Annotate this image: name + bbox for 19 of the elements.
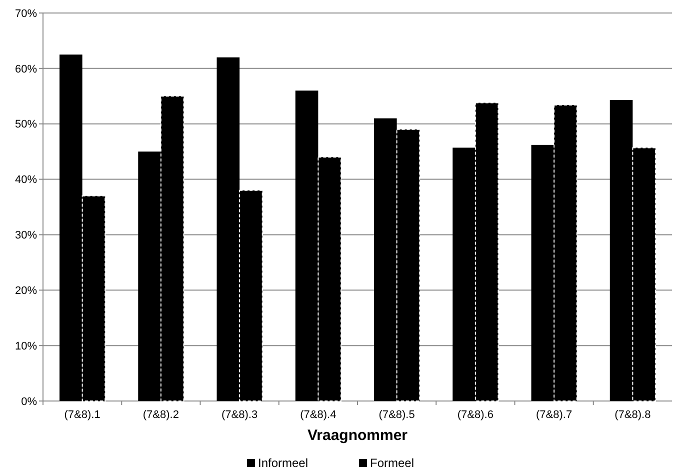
- y-tick-label: 0%: [21, 396, 38, 408]
- legend-label: Informeel: [258, 456, 308, 470]
- x-tick-label: (7&8).4: [300, 409, 336, 421]
- x-tick-label: (7&8).3: [222, 409, 258, 421]
- y-tick-label: 20%: [14, 284, 38, 297]
- x-tick-label: (7&8).1: [64, 409, 100, 421]
- x-tick-label: (7&8).7: [536, 409, 572, 421]
- x-tick-label: (7&8).2: [142, 409, 179, 421]
- y-tick-label: 60%: [14, 63, 38, 76]
- y-tick-label: 50%: [14, 118, 38, 131]
- y-tick-label: 40%: [14, 174, 38, 186]
- y-tick-label: 10%: [14, 340, 38, 352]
- x-tick-label: (7&8).8: [614, 409, 651, 421]
- y-tick-label: 70%: [14, 8, 38, 20]
- x-axis-title: Vraagnommer: [307, 427, 408, 444]
- x-tick-label: (7&8).5: [378, 409, 415, 421]
- legend-label: Formeel: [370, 456, 414, 470]
- x-tick-label: (7&8).6: [457, 409, 494, 421]
- y-tick-label: 30%: [14, 230, 38, 242]
